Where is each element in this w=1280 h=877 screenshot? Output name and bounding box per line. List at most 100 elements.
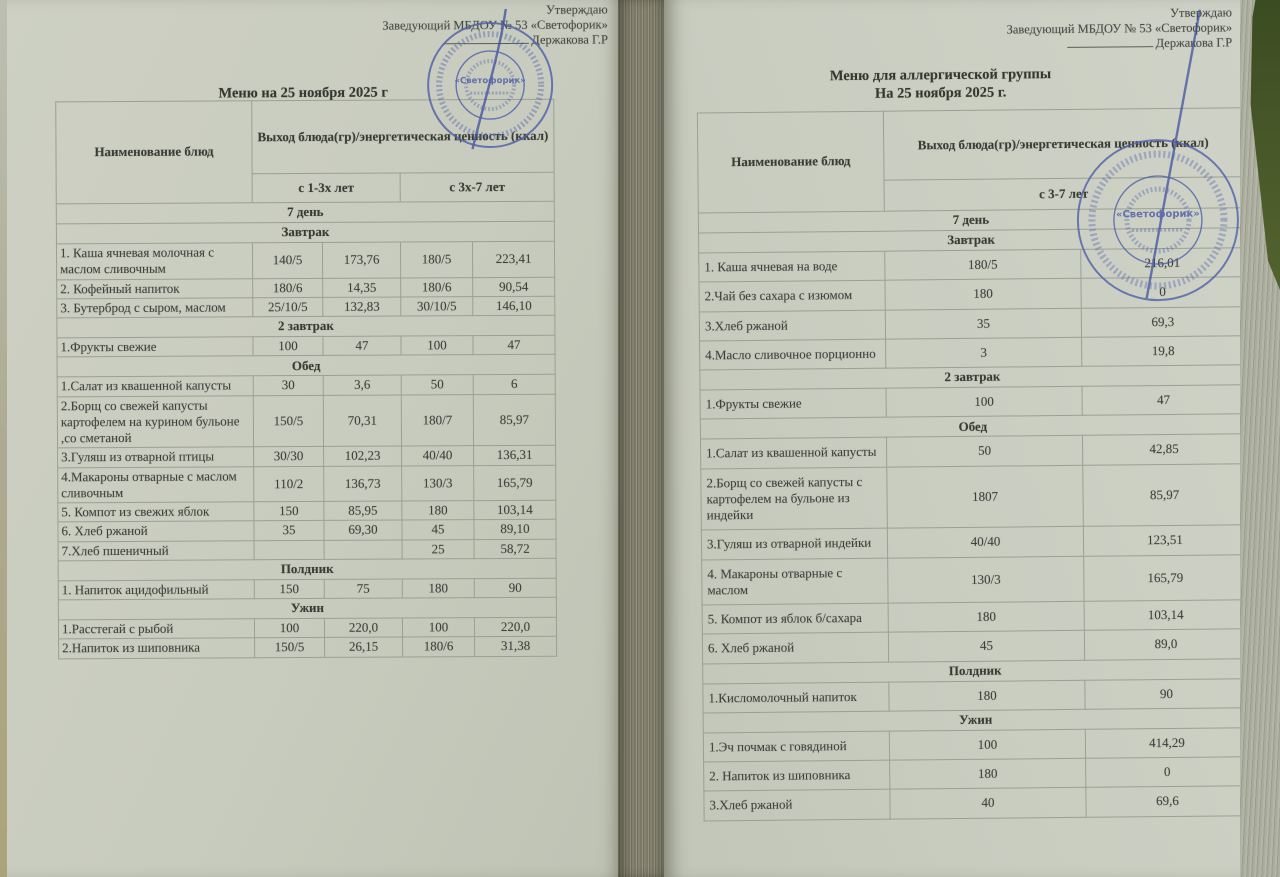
col-header-name: Наименование блюд — [55, 100, 253, 204]
dish-name: 5. Компот из яблок б/сахара — [702, 603, 889, 635]
dish-value: 1807 — [886, 464, 1084, 529]
meal-section-label: Обед — [57, 354, 556, 378]
dish-value: 180/6 — [402, 636, 475, 657]
dish-value: 58,72 — [474, 538, 557, 559]
table-row: 3.Хлеб ржаной 40 69,6 — [703, 785, 1250, 821]
col-header-output: Выход блюда(гр)/энергетическая ценность … — [883, 107, 1244, 181]
menu-page-main: Утверждаю Заведующий МБДОУ № 53 «Светофо… — [0, 0, 622, 877]
dish-value: 89,0 — [1084, 628, 1248, 660]
dish-value: 100 — [889, 729, 1086, 761]
dish-value: 130/3 — [887, 555, 1085, 604]
dish-name: 5. Компот из свежих яблок — [57, 501, 254, 523]
dish-name: 7.Хлеб пшеничный — [58, 540, 255, 561]
meal-section-label: Завтрак — [56, 221, 555, 244]
dish-value: 25/10/5 — [252, 297, 323, 317]
dish-name: 1. Каша ячневая на воде — [698, 251, 885, 283]
dish-name: 1.Эч почмак с говядиной — [703, 730, 890, 762]
dish-name: 3.Хлеб ржаной — [703, 789, 891, 821]
dish-value: 140/5 — [252, 242, 323, 279]
dish-name: 3.Гуляш из отварной птицы — [57, 447, 254, 468]
dish-value: 220,0 — [324, 618, 403, 638]
dish-value: 30 — [253, 375, 324, 396]
dish-value: 136,73 — [323, 465, 402, 502]
dish-value: 50 — [886, 435, 1083, 467]
dish-value: 14,35 — [322, 277, 401, 298]
dish-value: 30/10/5 — [400, 296, 473, 317]
dish-value: 47 — [1082, 384, 1246, 416]
dish-name: 1.Салат из квашенной капусты — [57, 376, 254, 397]
dish-value: 132,83 — [322, 296, 401, 317]
table-row: 2.Борщ со свежей капусты с картофелем на… — [700, 463, 1247, 531]
dish-value: 0 — [1085, 756, 1249, 788]
dish-name: 2.Чай без сахара с изюмом — [698, 280, 886, 312]
table-row: 1. Каша ячневая молочная с маслом сливоч… — [56, 241, 555, 280]
dish-name: 4.Макароны отварные с маслом сливочным — [57, 466, 254, 503]
dish-name: 1.Салат из квашенной капусты — [700, 437, 887, 469]
table-row: 4.Макароны отварные с маслом сливочным 11… — [57, 464, 556, 503]
page-title: Меню для аллергической группы На 25 нояб… — [664, 63, 1221, 105]
table-row: 6. Хлеб ржаной 35 69,30 45 89,10 — [57, 519, 557, 542]
dish-name: 2.Борщ со свежей капусты с картофелем на… — [700, 466, 888, 531]
dish-name: 3.Гуляш из отварной индейки — [701, 528, 888, 560]
col-header-age: с 3-7 лет — [884, 176, 1244, 212]
dish-value: 130/3 — [401, 465, 474, 502]
col-header-age: с 1-3х лет — [252, 173, 401, 203]
dish-value: 100 — [400, 335, 474, 356]
dish-value: 75 — [324, 578, 403, 599]
dish-value: 136,31 — [473, 445, 556, 466]
table-row: 2.Напиток из шиповника 150/5 26,15 180/6 31,… — [58, 636, 557, 659]
dish-value: 35 — [885, 307, 1082, 339]
dish-value: 165,79 — [473, 464, 556, 501]
dish-value: 25 — [402, 539, 475, 559]
dish-value: 150/5 — [253, 394, 324, 448]
meal-section-label: Полдник — [58, 557, 557, 581]
dish-name: 4. Макароны отварные с маслом — [701, 557, 889, 605]
dish-name: 3. Бутерброд с сыром, маслом — [56, 297, 253, 318]
dish-value: 103,14 — [1084, 599, 1248, 631]
dish-value: 216,01 — [1080, 247, 1244, 279]
dish-value: 31,38 — [474, 636, 557, 657]
table-row: 3.Гуляш из отварной птицы 30/30 102,23 40/4… — [57, 445, 556, 468]
dish-value: 50 — [401, 374, 474, 395]
approval-block: Утверждаю Заведующий МБДОУ № 53 «Светофо… — [1006, 5, 1232, 51]
dish-value: 30/30 — [253, 446, 324, 467]
approval-signatory: Держакова Г.Р — [1007, 35, 1233, 52]
dish-value: 0 — [1080, 276, 1245, 308]
dish-value: 40/40 — [887, 526, 1084, 558]
meal-section-label: Ужин — [58, 597, 557, 620]
dish-value: 150 — [253, 501, 324, 522]
dish-value: 40/40 — [401, 445, 474, 466]
col-header-output: Выход блюда(гр)/энергетическая ценность … — [251, 99, 555, 174]
dish-value: 180/5 — [400, 241, 473, 278]
dish-value: 90 — [474, 577, 557, 598]
dish-value: 45 — [888, 630, 1085, 662]
dish-value: 47 — [472, 335, 556, 355]
dish-value: 26,15 — [324, 637, 403, 657]
dish-value: 100 — [402, 617, 475, 638]
dish-value: 85,97 — [1082, 463, 1247, 527]
dish-value: 180/6 — [400, 277, 473, 297]
dish-value: 3,6 — [323, 375, 402, 395]
dish-value: 85,95 — [323, 501, 402, 521]
dish-value: 180 — [884, 278, 1082, 310]
dish-name: 2. Напиток из шиповника — [703, 760, 890, 792]
table-row: 1.Фрукты свежие 100 47 100 47 — [56, 335, 556, 358]
approval-line-1: Утверждаю — [545, 2, 608, 17]
dish-value: 42,85 — [1082, 433, 1246, 465]
dish-value — [324, 539, 403, 560]
dish-name: 1.Фрукты свежие — [56, 336, 254, 358]
dish-value: 150 — [254, 579, 325, 599]
dish-value: 69,30 — [323, 520, 403, 540]
menu-table-allergy: Наименование блюд Выход блюда(гр)/энергет… — [697, 107, 1250, 821]
dish-name: 2.Борщ со свежей капусты картофелем на к… — [57, 395, 254, 449]
day-label: 7 день — [56, 201, 555, 224]
dish-value: 19,8 — [1081, 335, 1245, 367]
signature-line — [443, 32, 530, 44]
dish-value — [254, 539, 325, 560]
dish-value: 47 — [322, 336, 402, 356]
dish-value: 414,29 — [1085, 727, 1249, 759]
dish-value: 223,41 — [472, 241, 555, 278]
dish-value: 180/5 — [884, 249, 1081, 281]
dish-value: 180 — [888, 601, 1085, 633]
page-stack-edge-left — [0, 0, 7, 877]
